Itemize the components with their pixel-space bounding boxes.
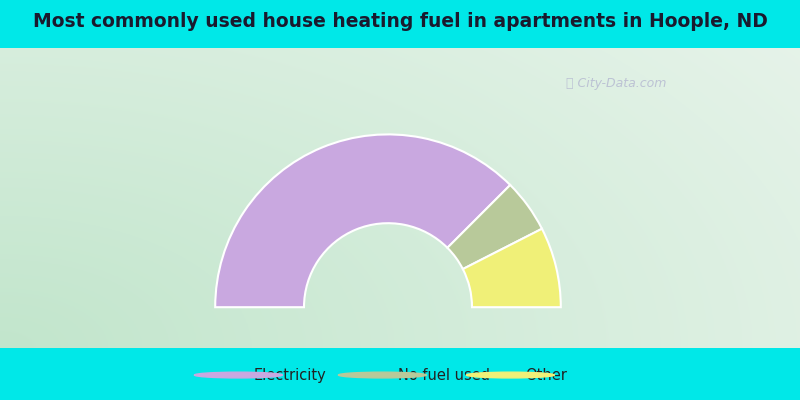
Wedge shape	[447, 185, 542, 269]
Text: Other: Other	[526, 368, 567, 382]
Text: Electricity: Electricity	[254, 368, 326, 382]
Circle shape	[194, 372, 282, 378]
Wedge shape	[463, 229, 561, 307]
Circle shape	[466, 372, 554, 378]
Circle shape	[338, 372, 426, 378]
Text: ⓘ City-Data.com: ⓘ City-Data.com	[566, 78, 666, 90]
Text: Most commonly used house heating fuel in apartments in Hoople, ND: Most commonly used house heating fuel in…	[33, 12, 767, 31]
Wedge shape	[215, 134, 510, 307]
Text: No fuel used: No fuel used	[398, 368, 490, 382]
